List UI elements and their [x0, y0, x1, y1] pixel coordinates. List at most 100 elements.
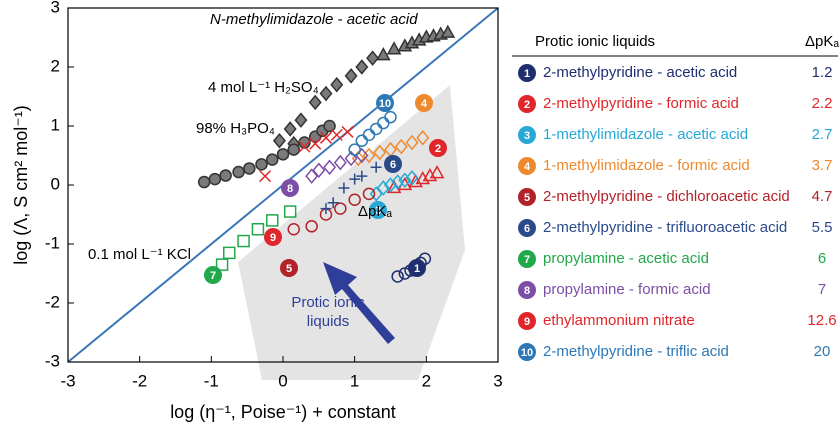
- point: [276, 148, 290, 161]
- badge: [429, 139, 447, 157]
- x-tick-label: -3: [60, 371, 75, 390]
- legend-label: propylamine - acetic acid: [543, 250, 709, 267]
- series: [305, 147, 369, 184]
- badge: [518, 250, 536, 268]
- point: [294, 112, 308, 128]
- series: [215, 205, 297, 271]
- point: [333, 154, 347, 171]
- badge-label: 6: [524, 223, 530, 235]
- badge: [518, 312, 536, 330]
- point: [283, 121, 297, 137]
- point: [323, 159, 337, 176]
- badge-label: 8: [287, 183, 293, 195]
- point: [349, 173, 361, 185]
- series: [259, 125, 354, 183]
- point: [197, 175, 211, 189]
- legend-label: 2-methylpyridine - triflic acid: [543, 343, 729, 360]
- badge-label: 6: [390, 159, 396, 171]
- point: [405, 170, 419, 186]
- legend-label: 2-methylpyridine - acetic acid: [543, 64, 737, 81]
- y-tick-label: 3: [51, 0, 60, 16]
- badge-label: 7: [524, 254, 530, 266]
- point: [362, 128, 376, 142]
- series: [287, 187, 376, 236]
- reference-series: [376, 24, 456, 61]
- point: [219, 169, 232, 182]
- point: [338, 182, 350, 194]
- point: [355, 134, 369, 147]
- point: [355, 59, 369, 75]
- badge-label: 5: [524, 192, 530, 204]
- y-tick-label: -1: [45, 233, 60, 252]
- badge: [518, 126, 536, 144]
- badge: [264, 228, 282, 246]
- badge-label: 2: [435, 143, 441, 155]
- point: [370, 161, 382, 173]
- badge: [518, 219, 536, 237]
- point: [369, 186, 383, 202]
- point: [366, 50, 380, 66]
- point: [312, 162, 326, 179]
- point: [416, 130, 430, 146]
- point: [305, 168, 319, 184]
- protic-region: [238, 85, 465, 380]
- point: [327, 197, 339, 209]
- y-tick-label: -3: [45, 351, 60, 370]
- point: [208, 172, 222, 186]
- x-tick-label: -1: [204, 371, 219, 390]
- point: [243, 162, 256, 175]
- badge: [518, 343, 536, 361]
- point: [298, 136, 311, 149]
- series: [369, 170, 419, 202]
- x-tick-label: -2: [132, 371, 147, 390]
- arrow-label: liquids: [307, 313, 350, 330]
- legend-dpka: 4.7: [812, 188, 833, 205]
- point: [320, 203, 332, 215]
- y-tick-label: 1: [51, 115, 60, 134]
- point: [376, 180, 390, 196]
- legend-label: propylamine - formic acid: [543, 281, 711, 298]
- badge: [376, 94, 394, 112]
- badge: [280, 259, 298, 277]
- plot-area: 1 2 3 4 5 6 7 8 9 10: [67, 7, 499, 363]
- legend-dpka: 6: [818, 250, 826, 267]
- x-tick-label: 2: [422, 371, 431, 390]
- badge: [518, 64, 536, 82]
- point: [319, 85, 333, 102]
- legend-dpka: 7: [818, 281, 826, 298]
- badge-label: 4: [524, 161, 531, 173]
- legend-label: 2-methylpyridine - trifluoroacetic acid: [543, 219, 787, 236]
- point: [309, 137, 322, 150]
- arrow-label: Protic ionic: [291, 294, 365, 311]
- badge-label: 8: [524, 285, 530, 297]
- legend-label: 2-methylpyridine - dichloroacetic acid: [543, 188, 790, 205]
- point: [386, 41, 402, 55]
- series: [320, 161, 382, 215]
- y-tick-label: 0: [51, 174, 60, 193]
- point: [298, 140, 311, 153]
- y-tick-label: 2: [51, 56, 60, 75]
- badge: [408, 259, 426, 277]
- badge: [518, 188, 536, 206]
- badge: [415, 94, 433, 112]
- point: [215, 258, 229, 271]
- point: [323, 119, 336, 133]
- legend-dpka: 5.5: [812, 219, 833, 236]
- legend-label: 1-methylimidazole - formic acid: [543, 157, 750, 174]
- badge: [518, 95, 536, 113]
- point: [373, 144, 387, 161]
- point: [330, 128, 343, 141]
- point: [266, 153, 279, 166]
- legend-dpka: 20: [814, 343, 831, 360]
- legend-dpka: 2.7: [812, 126, 833, 143]
- badge-label: 2: [524, 99, 530, 111]
- point: [356, 170, 368, 182]
- point: [223, 246, 236, 260]
- legend-header: Protic ionic liquids: [535, 33, 655, 50]
- point: [259, 170, 272, 183]
- legend-dpka: 3.7: [812, 157, 833, 174]
- point: [305, 220, 318, 233]
- point: [440, 24, 456, 38]
- point: [376, 47, 391, 61]
- x-tick-label: 3: [493, 371, 502, 390]
